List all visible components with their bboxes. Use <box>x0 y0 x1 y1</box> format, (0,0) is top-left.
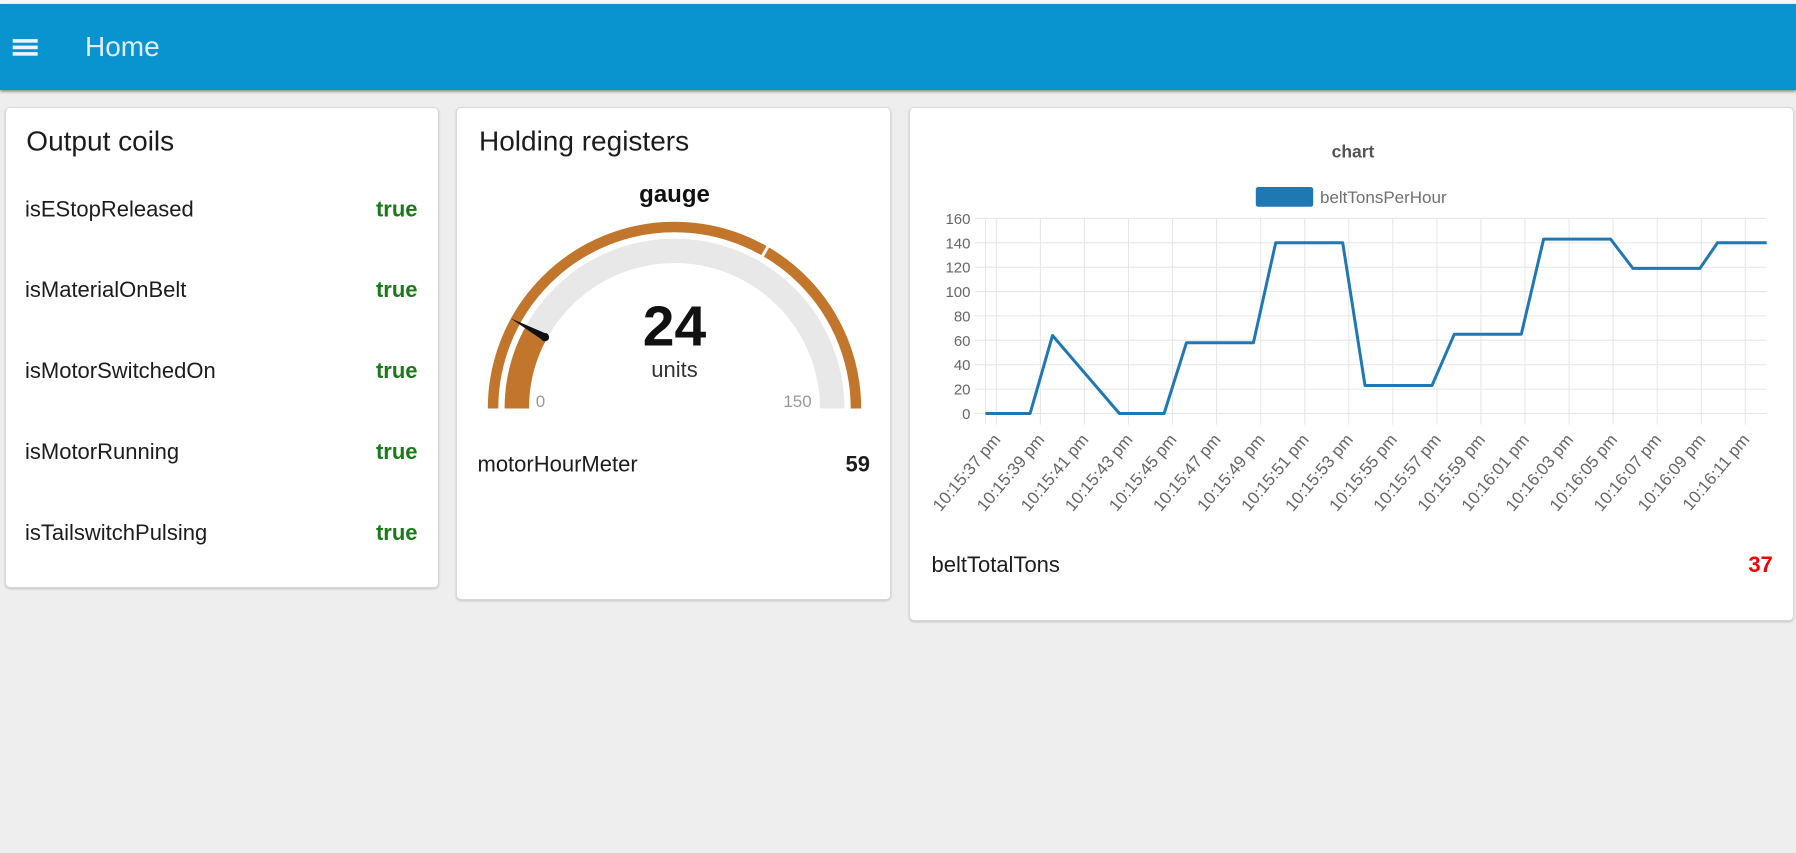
svg-text:units: units <box>651 357 697 382</box>
svg-text:true: true <box>376 439 418 464</box>
svg-text:beltTonsPerHour: beltTonsPerHour <box>1320 188 1447 207</box>
svg-text:120: 120 <box>945 260 970 277</box>
svg-text:true: true <box>376 277 418 302</box>
svg-text:true: true <box>376 520 418 545</box>
svg-text:beltTotalTons: beltTotalTons <box>932 552 1060 577</box>
svg-text:isMotorSwitchedOn: isMotorSwitchedOn <box>25 358 216 383</box>
svg-text:isTailswitchPulsing: isTailswitchPulsing <box>25 520 207 545</box>
svg-text:80: 80 <box>954 308 971 325</box>
svg-text:150: 150 <box>783 392 811 411</box>
svg-text:isEStopReleased: isEStopReleased <box>25 196 194 221</box>
svg-text:isMotorRunning: isMotorRunning <box>25 439 179 464</box>
svg-text:Home: Home <box>85 31 160 62</box>
svg-text:140: 140 <box>945 235 970 252</box>
svg-text:motorHourMeter: motorHourMeter <box>478 451 638 476</box>
svg-text:100: 100 <box>945 284 970 301</box>
svg-text:gauge: gauge <box>639 181 710 208</box>
svg-text:60: 60 <box>954 333 971 350</box>
svg-text:isMaterialOnBelt: isMaterialOnBelt <box>25 277 186 302</box>
svg-text:0: 0 <box>536 392 545 411</box>
svg-text:0: 0 <box>962 406 970 423</box>
svg-text:chart: chart <box>1332 142 1375 162</box>
svg-text:37: 37 <box>1748 552 1772 577</box>
svg-text:59: 59 <box>846 451 870 476</box>
svg-text:true: true <box>376 358 418 383</box>
svg-text:20: 20 <box>954 382 971 399</box>
svg-text:40: 40 <box>954 357 971 374</box>
svg-text:true: true <box>376 196 418 221</box>
svg-text:Output coils: Output coils <box>26 126 174 157</box>
svg-text:160: 160 <box>945 211 970 228</box>
svg-text:24: 24 <box>643 295 707 359</box>
svg-text:Holding registers: Holding registers <box>479 126 689 157</box>
